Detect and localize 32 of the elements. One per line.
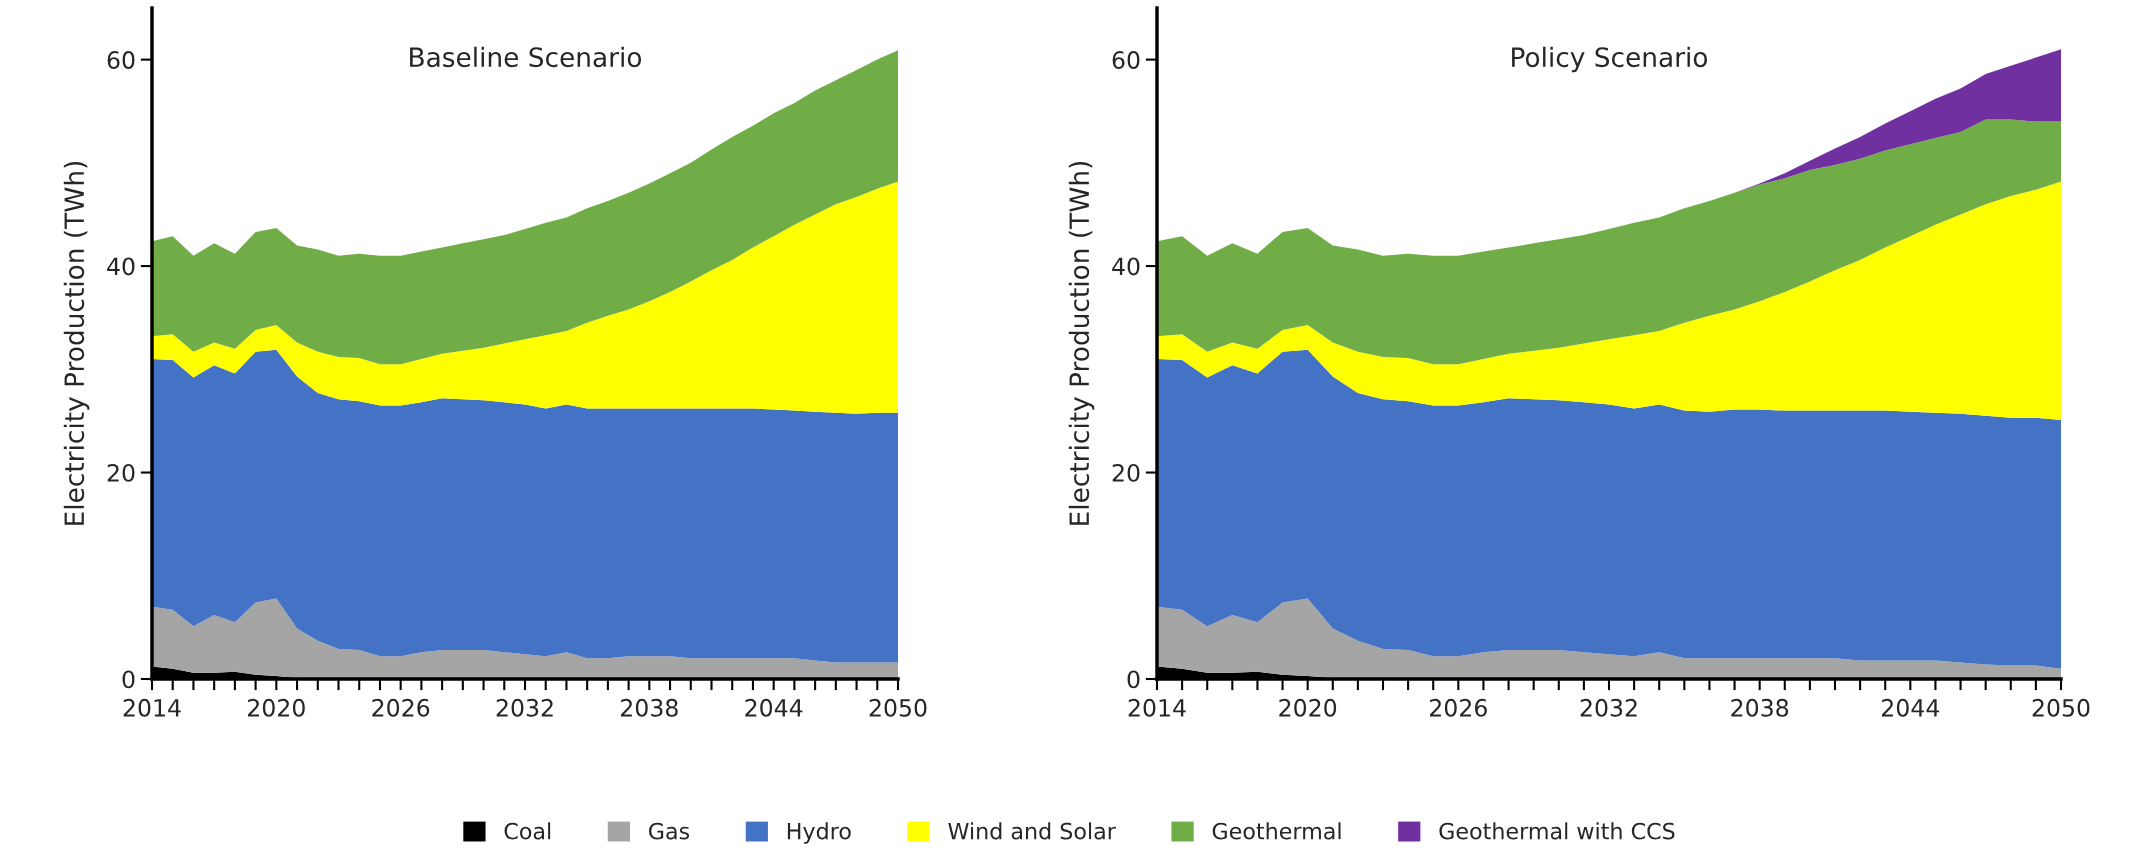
x-tick-label: 2044 (745, 698, 803, 717)
y-tick-label: 20 (107, 463, 135, 482)
legend-label: Gas (649, 822, 690, 840)
x-tick-label: 2020 (248, 698, 305, 717)
text: Baseline Scenario (410, 46, 642, 68)
text: Policy Scenario (1512, 46, 1708, 73)
x-tick-label: 2032 (496, 698, 553, 717)
y-axis-title: Electricity Production (TWh) (1068, 161, 1095, 525)
y-tick-label: 0 (122, 670, 135, 689)
x-tick-label: 2038 (621, 698, 678, 717)
y-tick-label: 60 (1112, 51, 1140, 69)
legend-label: Wind and Solar (948, 822, 1116, 840)
x-tick-label: 2020 (1279, 698, 1337, 717)
x-tick-label: 2032 (1580, 698, 1637, 717)
x-tick-label: 2050 (2032, 698, 2090, 717)
x-tick-label: 2026 (1430, 698, 1487, 717)
y-tick-label: 60 (107, 51, 135, 69)
legend-label: Hydro (787, 822, 851, 844)
y-tick-label: 40 (107, 257, 135, 276)
y-tick-label: 40 (1112, 257, 1140, 276)
legend-label: Geothermal (1212, 822, 1341, 840)
x-tick-label: 2026 (372, 698, 430, 717)
legend-label: Coal (504, 822, 551, 840)
y-axis-title: Electricity Production (TWh) (63, 161, 90, 525)
x-tick-label: 2014 (123, 698, 181, 717)
y-tick-label: 20 (1112, 463, 1140, 482)
x-tick-label: 2038 (1731, 698, 1789, 717)
x-tick-label: 2014 (1128, 698, 1186, 717)
y-tick-label: 0 (1127, 670, 1140, 689)
x-tick-label: 2050 (869, 698, 927, 717)
legend-label: Geothermal with CCS (1439, 822, 1675, 840)
x-tick-label: 2044 (1882, 698, 1940, 717)
